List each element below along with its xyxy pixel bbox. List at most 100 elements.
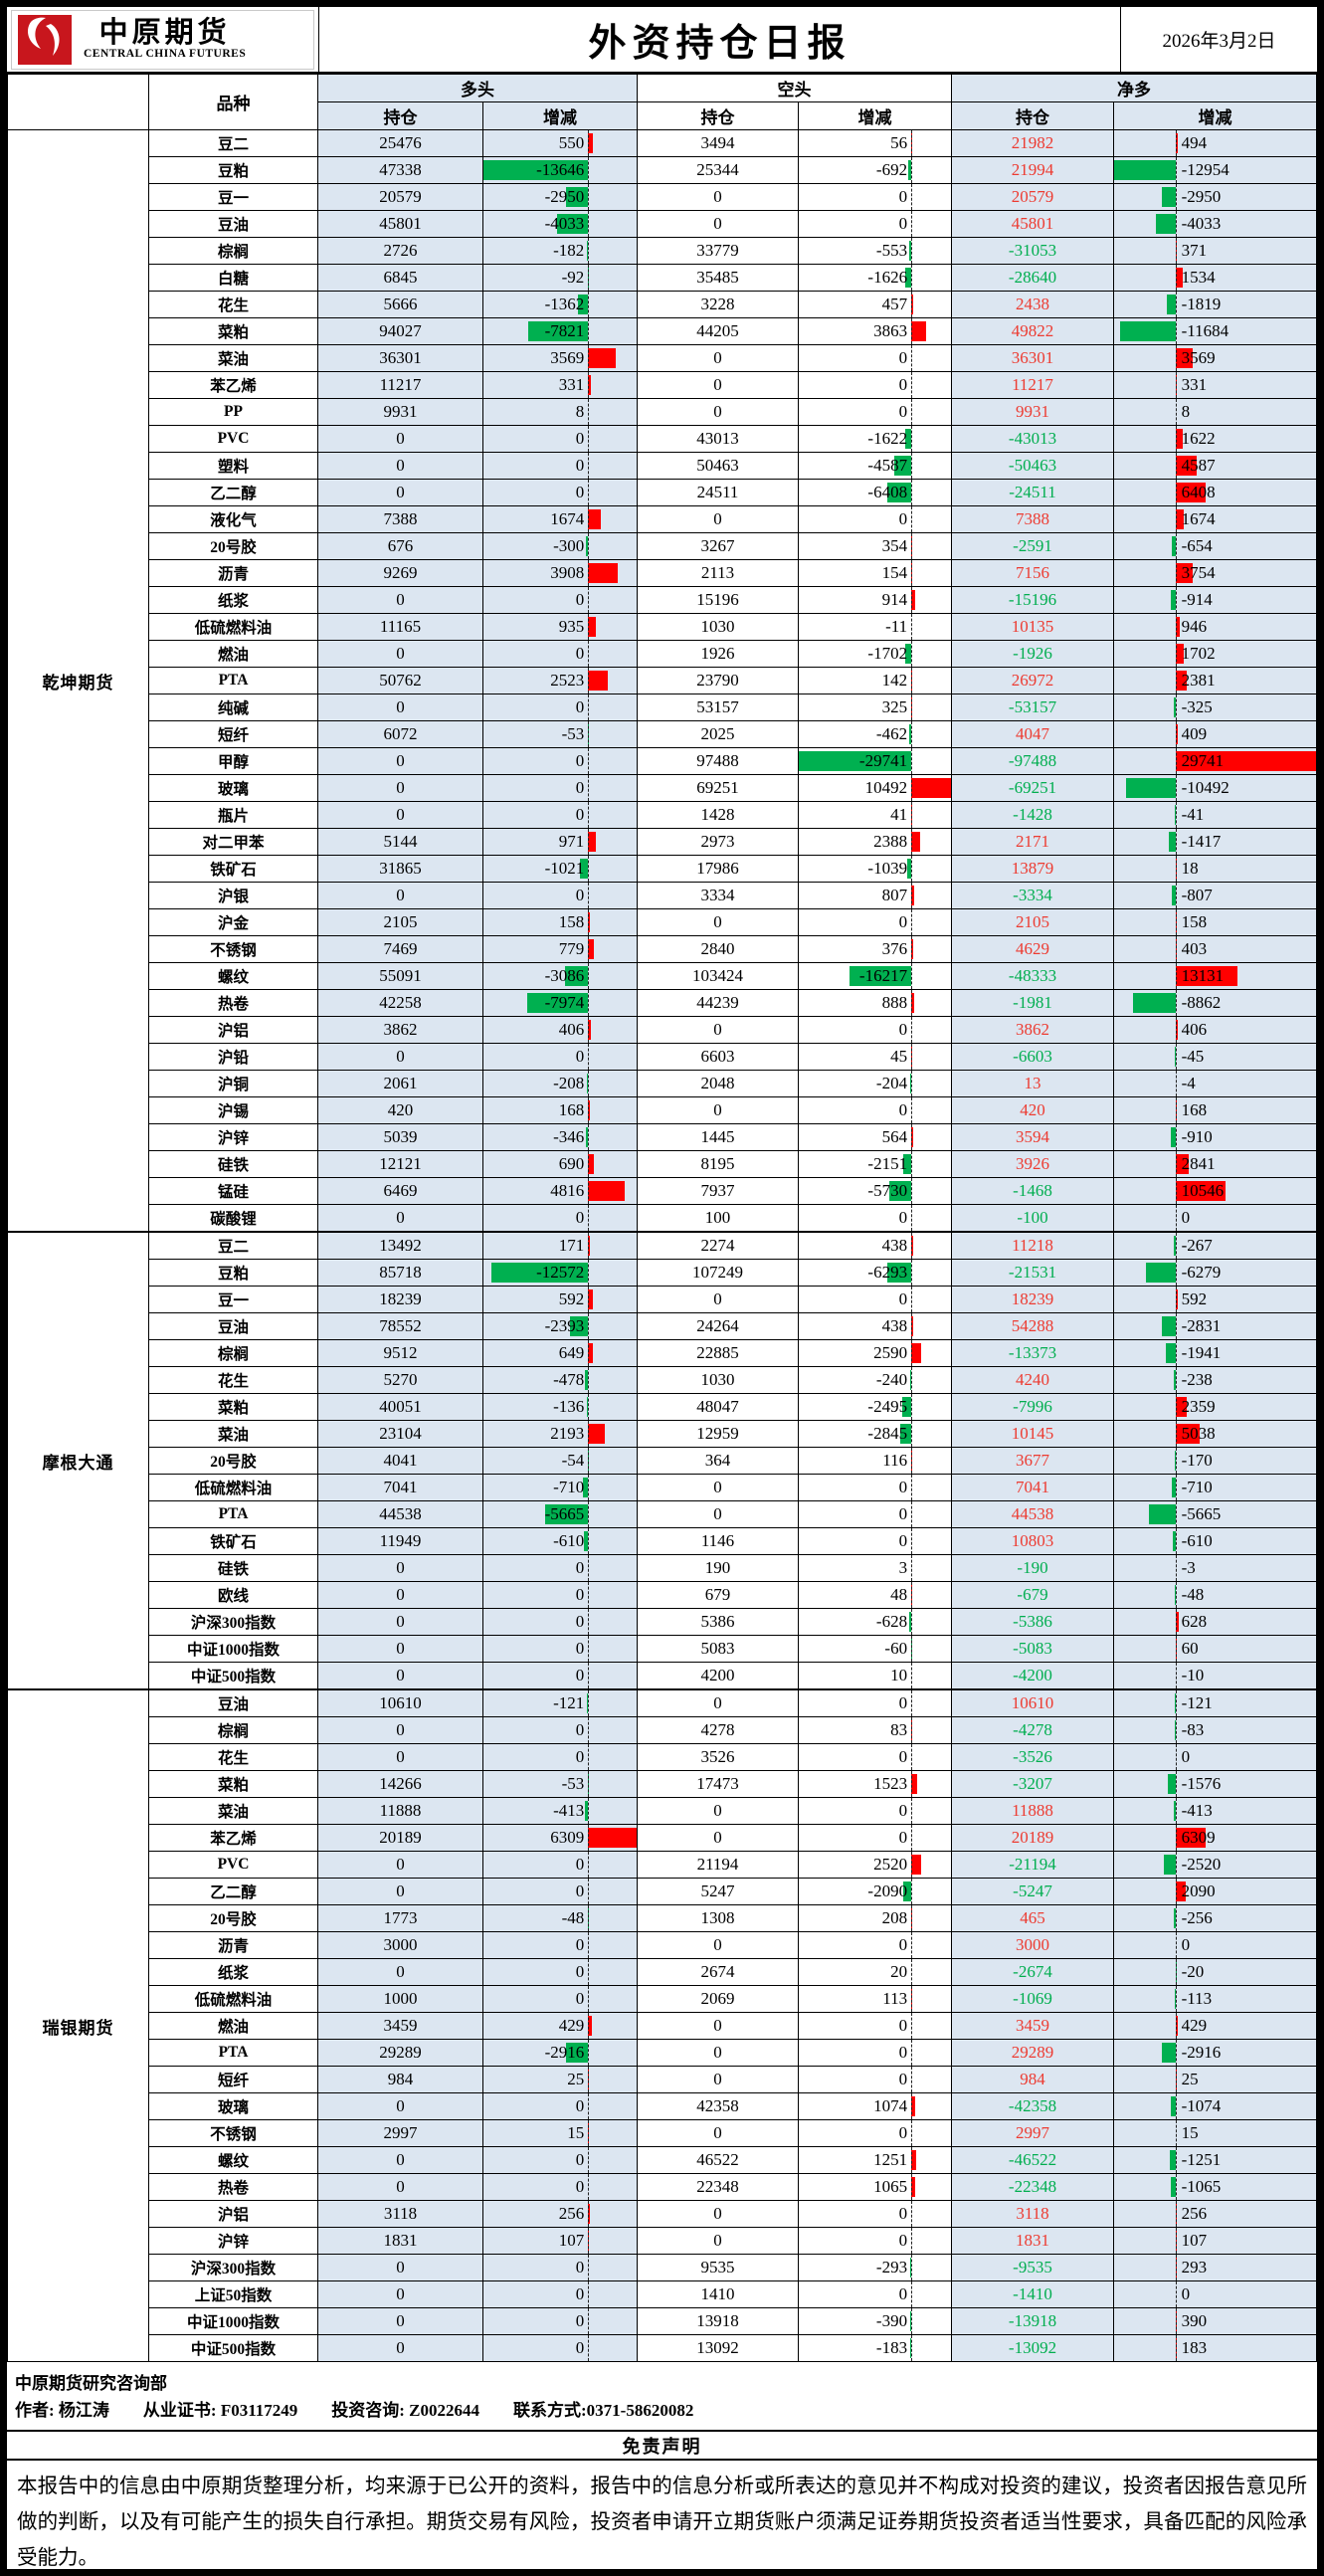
- change-value: -1576: [1182, 1771, 1222, 1797]
- long-change-cell: -4033: [483, 211, 638, 238]
- data-bar: [1149, 1504, 1176, 1524]
- change-value: -12572: [483, 1260, 584, 1286]
- change-value: 0: [799, 1798, 907, 1824]
- long-change-cell: 0: [483, 748, 638, 775]
- long-position-cell: 20189: [318, 1825, 483, 1852]
- long-change-cell: 6309: [483, 1825, 638, 1852]
- long-position-cell: 0: [318, 1959, 483, 1986]
- short-position-cell: 2069: [638, 1986, 799, 2013]
- long-position-cell: 7388: [318, 506, 483, 533]
- short-change-cell: 1065: [799, 2174, 952, 2201]
- change-value: 0: [799, 1744, 907, 1770]
- short-change-cell: 0: [799, 372, 952, 399]
- change-value: 371: [1182, 238, 1208, 264]
- data-bar: [1167, 295, 1176, 314]
- zero-axis-line: [1176, 748, 1177, 774]
- change-value: 168: [483, 1097, 584, 1123]
- change-value: -20: [1182, 1959, 1205, 1985]
- short-position-cell: 1030: [638, 1367, 799, 1394]
- zero-axis-line: [588, 1771, 589, 1797]
- change-value: 0: [483, 1852, 584, 1878]
- section-header-net: 净多: [952, 75, 1317, 102]
- change-value: -807: [1182, 883, 1213, 908]
- long-position-cell: 2997: [318, 2120, 483, 2147]
- net-position-cell: -1981: [952, 990, 1114, 1017]
- change-value: 168: [1182, 1097, 1208, 1123]
- zero-axis-line: [911, 2308, 912, 2334]
- short-position-cell: 190: [638, 1555, 799, 1582]
- zero-axis-line: [588, 856, 589, 882]
- variety-cell: 豆油: [149, 211, 318, 238]
- zero-axis-line: [588, 1932, 589, 1958]
- variety-cell: 豆二: [149, 1232, 318, 1260]
- short-change-cell: 0: [799, 2281, 952, 2308]
- change-value: -5730: [799, 1178, 907, 1204]
- change-value: -478: [483, 1367, 584, 1393]
- long-change-cell: 3908: [483, 560, 638, 587]
- change-value: -240: [799, 1367, 907, 1393]
- change-value: 0: [483, 426, 584, 452]
- short-change-cell: 1074: [799, 2093, 952, 2120]
- change-value: 0: [799, 399, 907, 425]
- change-value: -2845: [799, 1421, 907, 1447]
- long-change-cell: 0: [483, 587, 638, 614]
- long-position-cell: 11217: [318, 372, 483, 399]
- disclaimer-title: 免责声明: [7, 2430, 1317, 2461]
- zero-axis-line: [911, 1448, 912, 1474]
- short-change-cell: 83: [799, 1717, 952, 1744]
- change-value: 914: [799, 587, 907, 613]
- short-change-cell: 1523: [799, 1771, 952, 1798]
- zero-axis-line: [911, 1771, 912, 1797]
- long-position-cell: 3118: [318, 2201, 483, 2228]
- section-header-long: 多头: [318, 75, 638, 102]
- variety-cell: 塑料: [149, 453, 318, 480]
- long-change-cell: -182: [483, 238, 638, 265]
- long-position-cell: 2105: [318, 909, 483, 936]
- zero-axis-line: [911, 1313, 912, 1339]
- change-value: 25: [1182, 2067, 1199, 2092]
- short-change-cell: -2845: [799, 1421, 952, 1448]
- long-position-cell: 0: [318, 1582, 483, 1609]
- short-change-cell: 154: [799, 560, 952, 587]
- zero-axis-line: [911, 1825, 912, 1851]
- long-position-cell: 0: [318, 883, 483, 909]
- long-position-cell: 5039: [318, 1124, 483, 1151]
- zero-axis-line: [1176, 2201, 1177, 2227]
- change-value: 1065: [799, 2174, 907, 2200]
- net-change-cell: 406: [1114, 1017, 1317, 1044]
- short-position-cell: 0: [638, 2013, 799, 2040]
- section-header-short: 空头: [638, 75, 952, 102]
- short-position-cell: 0: [638, 211, 799, 238]
- short-position-cell: 9535: [638, 2255, 799, 2281]
- short-change-cell: 0: [799, 2040, 952, 2067]
- change-value: -2393: [483, 1313, 584, 1339]
- zero-axis-line: [911, 2201, 912, 2227]
- zero-axis-line: [588, 963, 589, 989]
- short-position-cell: 3267: [638, 533, 799, 560]
- change-value: -3086: [483, 963, 584, 989]
- change-value: 1702: [1182, 641, 1216, 667]
- zero-axis-line: [1176, 2067, 1177, 2092]
- short-position-cell: 6603: [638, 1044, 799, 1071]
- zero-axis-line: [588, 1044, 589, 1070]
- change-value: 4816: [483, 1178, 584, 1204]
- variety-cell: 豆粕: [149, 1260, 318, 1287]
- net-change-cell: 331: [1114, 372, 1317, 399]
- short-position-cell: 0: [638, 1932, 799, 1959]
- net-position-cell: -15196: [952, 587, 1114, 614]
- variety-cell: 菜油: [149, 345, 318, 372]
- net-change-cell: -6279: [1114, 1260, 1317, 1287]
- short-position-cell: 0: [638, 372, 799, 399]
- net-change-cell: -10: [1114, 1663, 1317, 1690]
- long-position-cell: 36301: [318, 345, 483, 372]
- zero-axis-line: [588, 829, 589, 855]
- long-change-cell: -7974: [483, 990, 638, 1017]
- change-value: 15: [483, 2120, 584, 2146]
- change-value: 154: [799, 560, 907, 586]
- variety-cell: 热卷: [149, 2174, 318, 2201]
